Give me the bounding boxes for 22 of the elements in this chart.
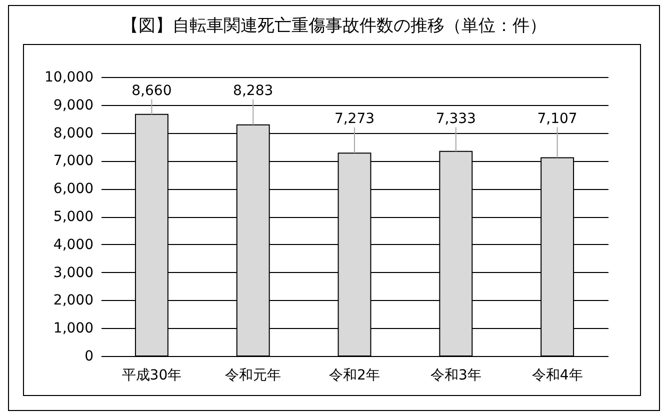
y-tick-label: 2,000 [53, 292, 94, 309]
data-label: 8,283 [233, 82, 274, 99]
y-tick-label: 3,000 [53, 264, 94, 281]
y-tick-label: 0 [84, 348, 94, 364]
x-tick-label: 平成30年 [122, 368, 182, 384]
y-tick-label: 4,000 [53, 236, 94, 253]
data-label: 7,107 [537, 110, 578, 127]
x-tick-label: 令和2年 [329, 368, 380, 384]
x-tick-label: 令和4年 [532, 368, 583, 384]
y-tick-label: 8,000 [53, 125, 94, 142]
data-label: 7,333 [436, 110, 476, 127]
y-tick-label: 5,000 [53, 209, 94, 225]
y-tick-label: 9,000 [53, 97, 94, 114]
x-tick-label: 令和元年 [225, 368, 282, 384]
chart-title: 【図】自転車関連死亡重傷事故件数の推移（単位：件） [120, 15, 548, 37]
y-tick-label: 1,000 [53, 320, 94, 337]
y-tick-label: 10,000 [44, 70, 94, 86]
x-tick-label: 令和3年 [430, 368, 482, 384]
data-label: 7,273 [334, 110, 375, 127]
data-label: 8,660 [132, 82, 172, 99]
y-tick-label: 6,000 [53, 181, 94, 198]
y-tick-label: 7,000 [53, 153, 94, 170]
